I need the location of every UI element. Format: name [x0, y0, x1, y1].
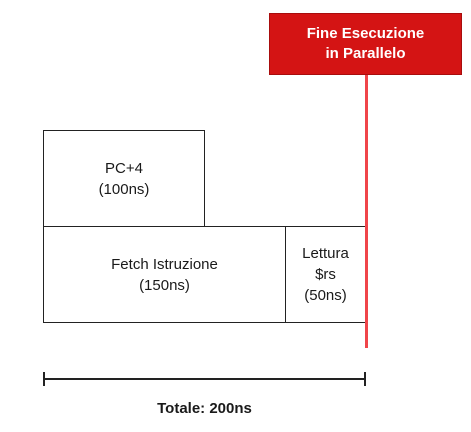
fetch-instruction-duration: (150ns) [139, 276, 190, 294]
end-parallel-execution-label: Fine Esecuzione in Parallelo [269, 13, 462, 75]
read-rs-label: Lettura [302, 245, 349, 262]
fetch-instruction-label: Fetch Istruzione [111, 255, 218, 273]
end-parallel-execution-line [365, 75, 368, 348]
total-duration-label: Totale: 200ns [157, 400, 252, 417]
pc-plus-4-duration: (100ns) [98, 181, 150, 198]
read-rs-register: $rs [315, 266, 336, 283]
read-rs-block: Lettura $rs (50ns) [285, 226, 366, 323]
end-label-line-1: Fine Esecuzione [306, 25, 425, 42]
pc-plus-4-block: PC+4 (100ns) [43, 130, 205, 228]
pc-plus-4-label: PC+4 [105, 160, 143, 177]
read-rs-duration: (50ns) [304, 287, 347, 304]
end-label-line-2: in Parallelo [325, 45, 406, 62]
